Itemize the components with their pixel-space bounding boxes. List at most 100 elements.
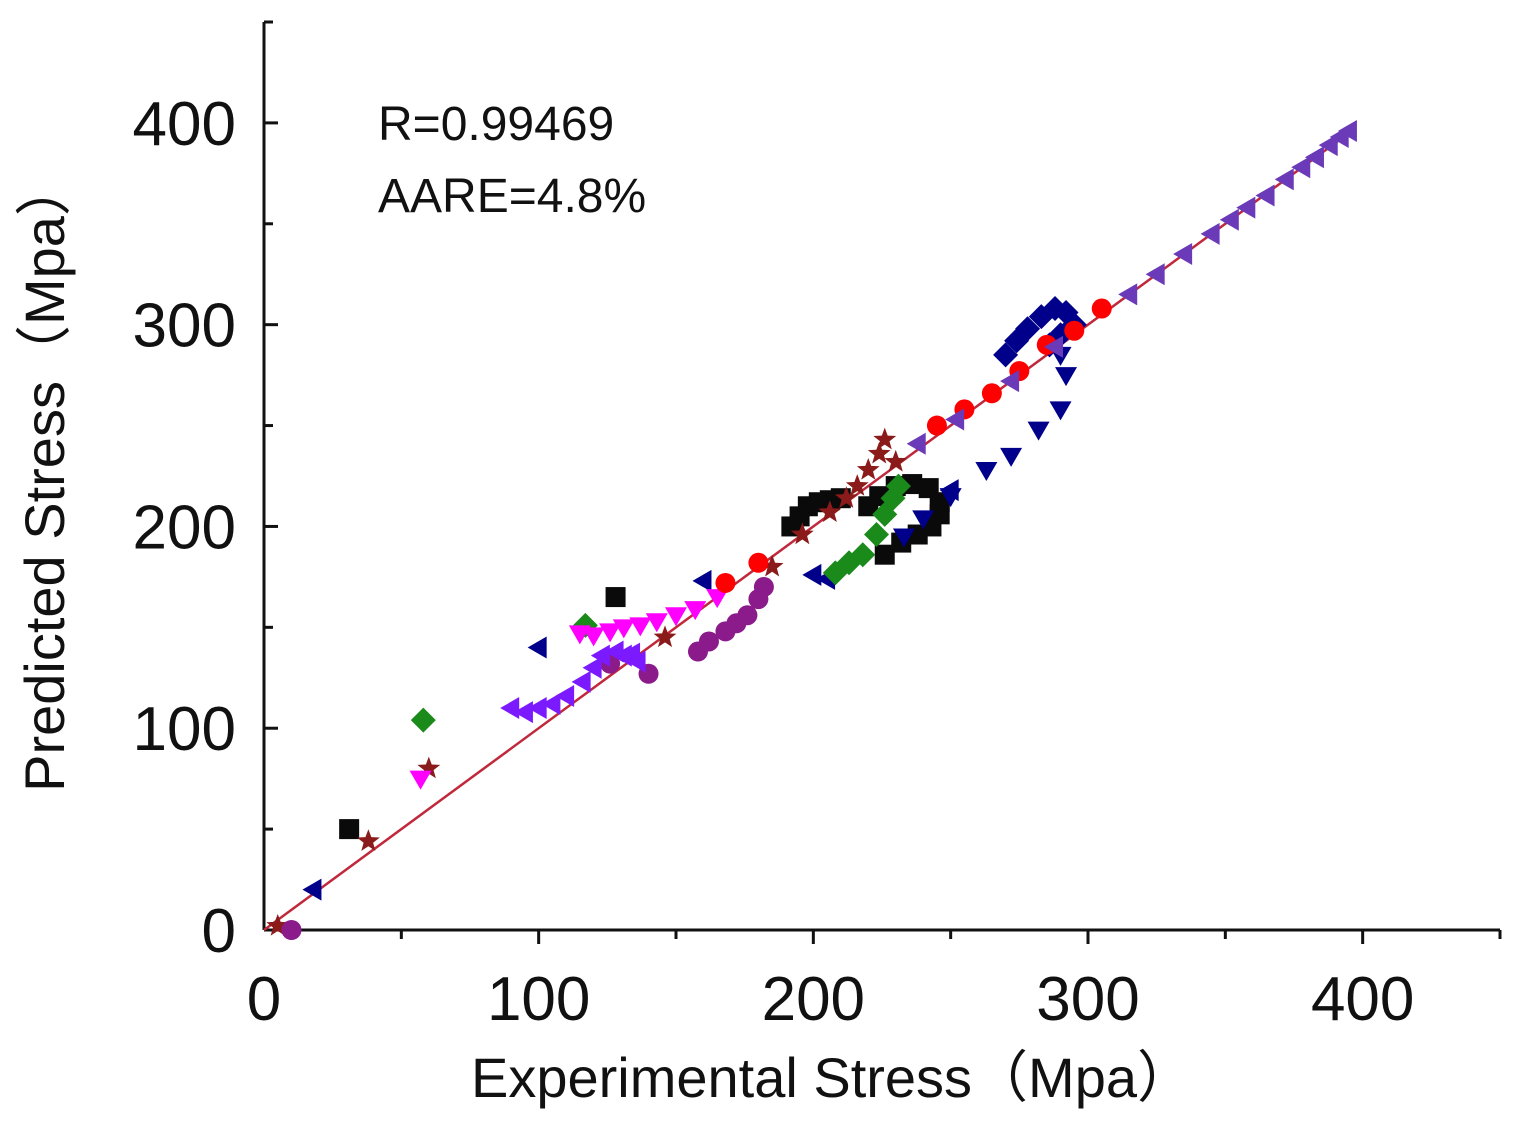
data-point xyxy=(1219,208,1239,231)
data-point xyxy=(975,461,998,481)
data-point xyxy=(850,542,876,568)
data-point xyxy=(864,522,890,548)
data-point xyxy=(1055,367,1078,387)
data-point xyxy=(802,563,822,586)
data-point xyxy=(513,701,533,724)
data-point xyxy=(856,457,880,480)
data-point xyxy=(885,473,911,499)
y-tick-label: 0 xyxy=(202,897,236,966)
data-point xyxy=(1027,421,1050,441)
data-point xyxy=(684,601,707,621)
x-tick-label: 300 xyxy=(1036,965,1139,1034)
points-layer xyxy=(266,119,1357,940)
data-point xyxy=(1064,320,1085,341)
data-point xyxy=(417,756,441,779)
data-point xyxy=(612,619,635,639)
data-point xyxy=(790,522,814,545)
data-point xyxy=(1091,298,1112,319)
data-point xyxy=(409,770,432,790)
data-point xyxy=(912,510,935,530)
y-axis-title: Predicted Stress（Mpa） xyxy=(13,160,76,792)
data-point xyxy=(653,625,677,648)
ticks: 0 100 200 300 400 0 100 200 300 400 xyxy=(133,20,1502,1034)
data-point xyxy=(590,644,610,667)
data-point xyxy=(302,878,322,901)
data-point xyxy=(1145,263,1165,286)
y-tick-label: 100 xyxy=(133,695,236,764)
data-point xyxy=(993,342,1019,368)
data-point xyxy=(706,589,729,609)
data-point xyxy=(665,607,687,627)
data-point xyxy=(626,650,646,673)
data-point xyxy=(873,427,897,450)
x-tick-label: 400 xyxy=(1311,965,1414,1034)
data-point xyxy=(582,627,605,647)
data-point xyxy=(281,920,302,940)
data-point xyxy=(834,486,858,508)
data-point xyxy=(527,697,547,720)
data-point xyxy=(1049,401,1072,421)
data-point xyxy=(1291,156,1311,179)
x-tick-label: 0 xyxy=(247,965,281,1034)
data-point xyxy=(266,913,290,936)
series-6 xyxy=(409,589,729,790)
axes xyxy=(262,22,1500,932)
data-point xyxy=(918,478,939,499)
data-point xyxy=(818,500,842,523)
data-point xyxy=(874,544,895,565)
data-point xyxy=(939,479,959,502)
series-7 xyxy=(281,576,774,940)
series-4 xyxy=(302,479,959,901)
data-point xyxy=(1000,447,1023,467)
data-point xyxy=(858,496,879,517)
data-point xyxy=(645,613,668,633)
y-tick-label: 200 xyxy=(133,493,236,562)
series-1 xyxy=(266,427,908,936)
data-point xyxy=(1318,134,1338,157)
data-point xyxy=(845,474,869,496)
data-point xyxy=(748,552,769,573)
data-point xyxy=(884,449,908,472)
data-point xyxy=(715,572,736,593)
data-point xyxy=(1118,283,1138,306)
data-point xyxy=(555,684,575,707)
data-point xyxy=(527,636,547,659)
data-point xyxy=(1173,243,1193,266)
data-point xyxy=(1200,222,1220,245)
data-point xyxy=(1044,335,1064,358)
data-point xyxy=(753,576,774,597)
series-9 xyxy=(715,298,1112,593)
data-point xyxy=(737,605,758,626)
data-point xyxy=(867,441,891,464)
data-point xyxy=(906,432,926,455)
y-tick-label: 400 xyxy=(133,90,236,159)
data-point xyxy=(582,656,602,679)
annotation-aare: AARE=4.8% xyxy=(378,170,646,223)
data-point xyxy=(629,617,652,637)
data-point xyxy=(926,415,947,436)
data-point xyxy=(500,697,520,720)
data-point xyxy=(410,707,436,733)
x-tick-label: 100 xyxy=(487,965,590,1034)
y-tick-label: 300 xyxy=(133,292,236,361)
data-point xyxy=(1255,184,1275,207)
data-point xyxy=(1304,146,1324,169)
data-point xyxy=(945,408,965,431)
data-point xyxy=(1337,119,1357,142)
data-point xyxy=(698,631,719,652)
data-point xyxy=(356,829,380,851)
annotation-r: R=0.99469 xyxy=(378,98,614,151)
data-point xyxy=(605,587,626,608)
data-point xyxy=(1015,316,1041,342)
series-5 xyxy=(410,473,911,733)
data-point xyxy=(599,623,622,643)
data-point xyxy=(981,383,1002,404)
data-point xyxy=(1274,168,1294,191)
data-point xyxy=(760,554,784,577)
x-axis-title: Experimental Stress（Mpa） xyxy=(471,1046,1193,1109)
data-point xyxy=(612,644,632,667)
data-point xyxy=(541,693,561,716)
series-10 xyxy=(906,119,1357,455)
series-8 xyxy=(500,640,646,724)
